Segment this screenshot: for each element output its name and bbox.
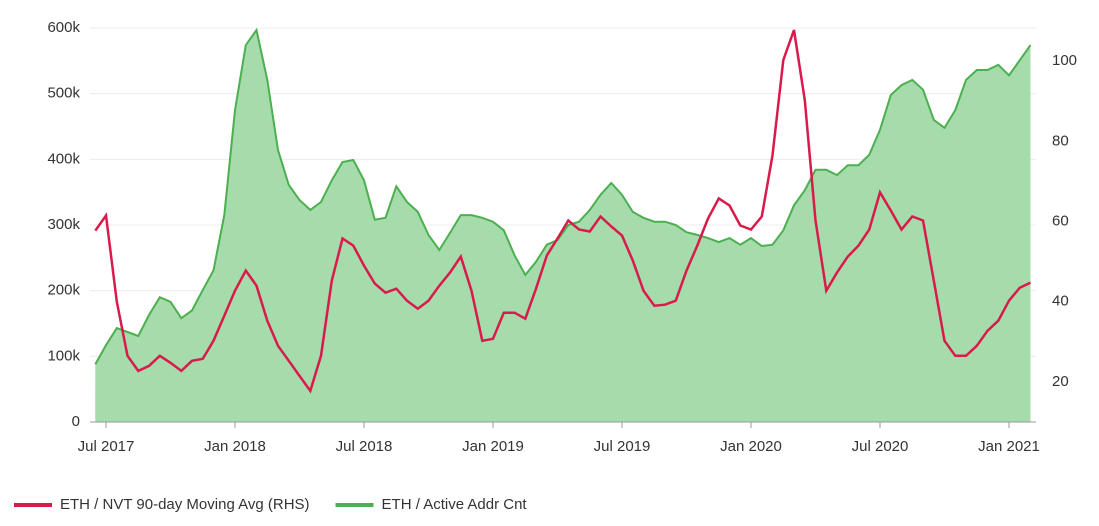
area-fill (95, 30, 1031, 422)
y-tick-label: 400k (47, 150, 80, 167)
y-tick-label: 200k (47, 282, 80, 299)
y-tick-label: 500k (47, 85, 80, 102)
legend-label: ETH / Active Addr Cnt (382, 496, 528, 513)
area-line (94, 27, 1032, 365)
y-tick-label: 600k (47, 19, 80, 36)
y-tick-label: 0 (72, 413, 80, 430)
x-tick-label: Jan 2021 (978, 438, 1040, 455)
y2-tick-label: 60 (1052, 212, 1069, 229)
y-tick-label: 300k (47, 216, 80, 233)
x-tick-label: Jan 2020 (720, 438, 782, 455)
y2-tick-label: 20 (1052, 373, 1069, 390)
x-tick-label: Jul 2019 (594, 438, 651, 455)
y-tick-label: 100k (47, 347, 80, 364)
x-tick-label: Jul 2017 (78, 438, 135, 455)
line (94, 29, 1032, 394)
y2-tick-label: 100 (1052, 52, 1077, 69)
x-tick-label: Jan 2018 (204, 438, 266, 455)
legend-label: ETH / NVT 90-day Moving Avg (RHS) (60, 496, 310, 513)
x-tick-label: Jan 2019 (462, 438, 524, 455)
y2-tick-label: 80 (1052, 132, 1069, 149)
x-tick-label: Jul 2020 (852, 438, 909, 455)
y2-tick-label: 40 (1052, 293, 1069, 310)
x-tick-label: Jul 2018 (336, 438, 393, 455)
